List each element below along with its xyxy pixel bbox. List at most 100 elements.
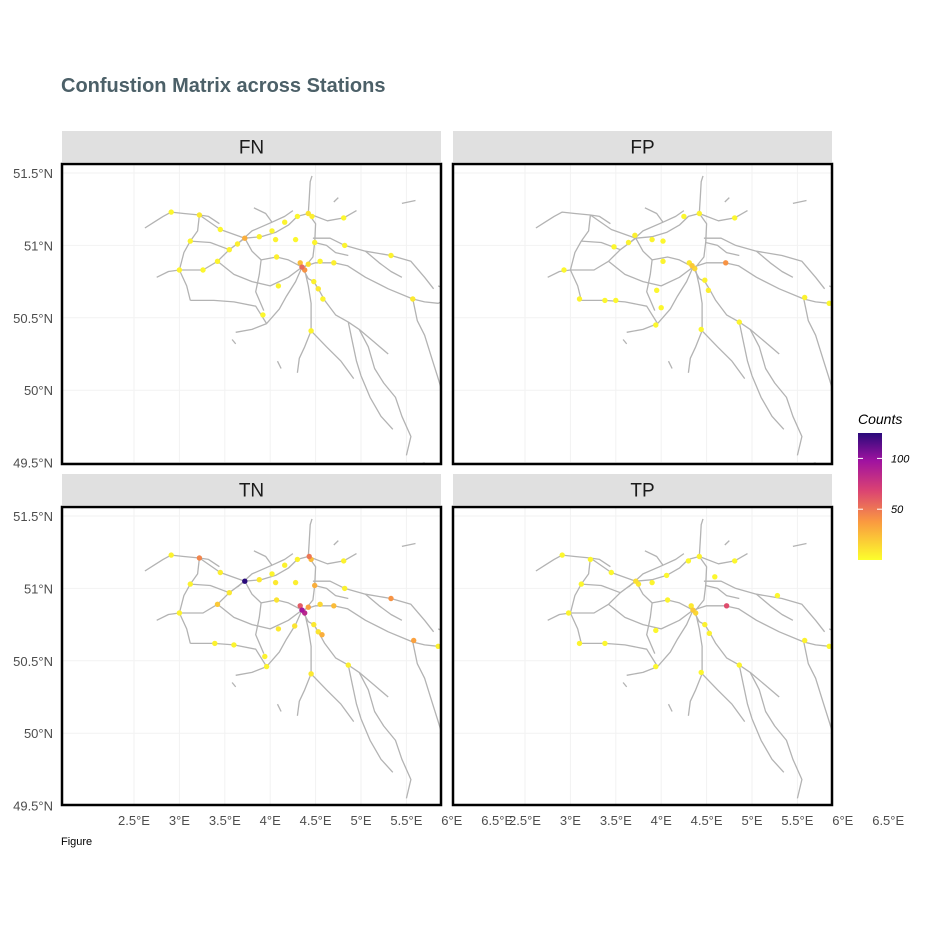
station-point (658, 305, 664, 311)
railway-line (738, 664, 785, 773)
station-point (732, 215, 738, 221)
facet-strip (453, 131, 832, 162)
station-point (297, 260, 303, 266)
y-tick-label: 50°N (24, 726, 53, 741)
station-point (664, 597, 671, 603)
station-point (696, 210, 702, 217)
railway-line (190, 299, 268, 324)
station-point (681, 213, 687, 220)
railway-line (703, 237, 826, 290)
railway-line (756, 250, 794, 278)
y-tick-label: 51°N (24, 238, 53, 253)
railway-line (569, 214, 592, 301)
station-point (305, 604, 311, 610)
railway-line (310, 330, 355, 379)
facet-label: TN (239, 481, 264, 502)
railway-line (828, 285, 832, 288)
railway-line (802, 806, 816, 812)
station-point (309, 213, 315, 220)
railway-line (703, 580, 826, 633)
railway-line (692, 262, 832, 304)
station-point (200, 267, 206, 273)
x-tick-label: 3.5°E (209, 813, 241, 828)
station-point (723, 603, 730, 609)
station-point (388, 595, 394, 602)
station-point (176, 267, 183, 273)
railway-line (347, 321, 394, 430)
railway-line (412, 641, 441, 733)
x-tick-label: 6°E (832, 813, 853, 828)
station-point (706, 630, 712, 636)
station-point (660, 238, 666, 244)
railway-line (581, 299, 659, 324)
railway-line (792, 542, 807, 548)
station-point (608, 569, 614, 576)
railway-line (570, 249, 621, 271)
railway-line (401, 199, 416, 205)
railway-line (705, 584, 740, 600)
railway-line (296, 612, 312, 716)
railway-line (358, 672, 412, 799)
station-point (234, 241, 241, 247)
railway-line (314, 584, 349, 600)
station-point (602, 640, 608, 647)
station-point (297, 603, 303, 609)
figure-caption: Figure (61, 836, 93, 848)
railway-line (301, 609, 389, 698)
station-point (625, 239, 632, 246)
railway-line (646, 602, 656, 654)
railway-line (646, 259, 656, 311)
station-point (732, 558, 738, 564)
station-point (602, 297, 608, 304)
station-point (660, 258, 666, 264)
station-point (802, 637, 808, 644)
railway-line (852, 620, 854, 626)
station-point (826, 643, 832, 649)
railway-line (144, 211, 220, 229)
railway-line (312, 237, 435, 290)
railway-line (701, 330, 746, 379)
station-point (774, 592, 781, 599)
station-point (317, 258, 323, 264)
facet-tp: TP 2.5°E 3°E 3.5°E 4°E 4.5°E 5°E 5.5°E 6°E 6.5°E (451, 474, 904, 828)
station-point (308, 671, 314, 677)
station-point (696, 553, 702, 560)
x-tick-label: 3°E (560, 813, 581, 828)
facet-label: TP (630, 481, 654, 502)
railway-line (608, 603, 694, 630)
railway-line (749, 672, 803, 799)
railway-line (581, 642, 659, 667)
railway-line (635, 237, 694, 268)
railway-line (301, 262, 441, 304)
railway-line (217, 260, 303, 287)
station-point (410, 296, 416, 302)
railway-line (738, 321, 785, 430)
station-point (345, 662, 351, 668)
station-point (242, 578, 248, 584)
station-point (305, 261, 311, 267)
railway-line (868, 311, 870, 318)
chart-title: Confustion Matrix across Stations (61, 75, 386, 97)
railway-line (667, 703, 673, 712)
station-point (256, 577, 262, 583)
railway-line (724, 197, 730, 203)
railway-line (626, 609, 694, 676)
railway-line (365, 593, 403, 621)
station-point (275, 283, 282, 289)
railway-line (692, 266, 780, 355)
station-point (226, 247, 232, 253)
railway-line (231, 682, 237, 688)
railway-line (156, 269, 180, 278)
station-point (312, 239, 318, 246)
station-point (587, 556, 594, 563)
facet-fp: FP (451, 131, 870, 466)
station-point (260, 312, 266, 318)
y-tick-label: 51.5°N (13, 509, 53, 524)
station-point (559, 552, 565, 558)
railway-line (276, 360, 282, 369)
station-point (269, 571, 275, 577)
y-tick-label: 51.5°N (13, 166, 53, 181)
station-point (294, 213, 301, 220)
railway-line (644, 550, 664, 566)
x-tick-label: 5°E (741, 813, 762, 828)
